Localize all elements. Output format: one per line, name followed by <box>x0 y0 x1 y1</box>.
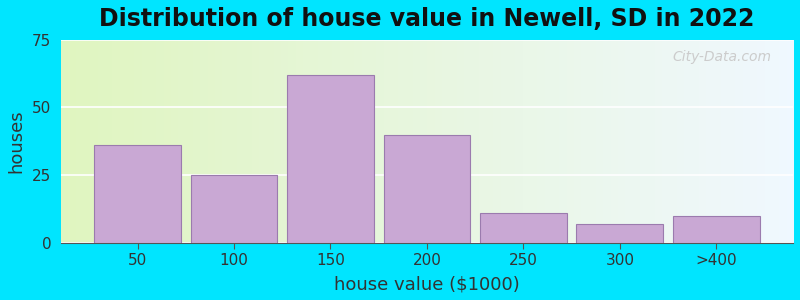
Bar <box>287 75 374 243</box>
Bar <box>383 134 470 243</box>
Bar <box>190 175 278 243</box>
Text: City-Data.com: City-Data.com <box>672 50 771 64</box>
Y-axis label: houses: houses <box>7 110 25 173</box>
Bar <box>94 145 181 243</box>
Bar <box>577 224 663 243</box>
X-axis label: house value ($1000): house value ($1000) <box>334 275 520 293</box>
Title: Distribution of house value in Newell, SD in 2022: Distribution of house value in Newell, S… <box>99 7 754 31</box>
Bar <box>480 213 567 243</box>
Bar <box>673 216 760 243</box>
